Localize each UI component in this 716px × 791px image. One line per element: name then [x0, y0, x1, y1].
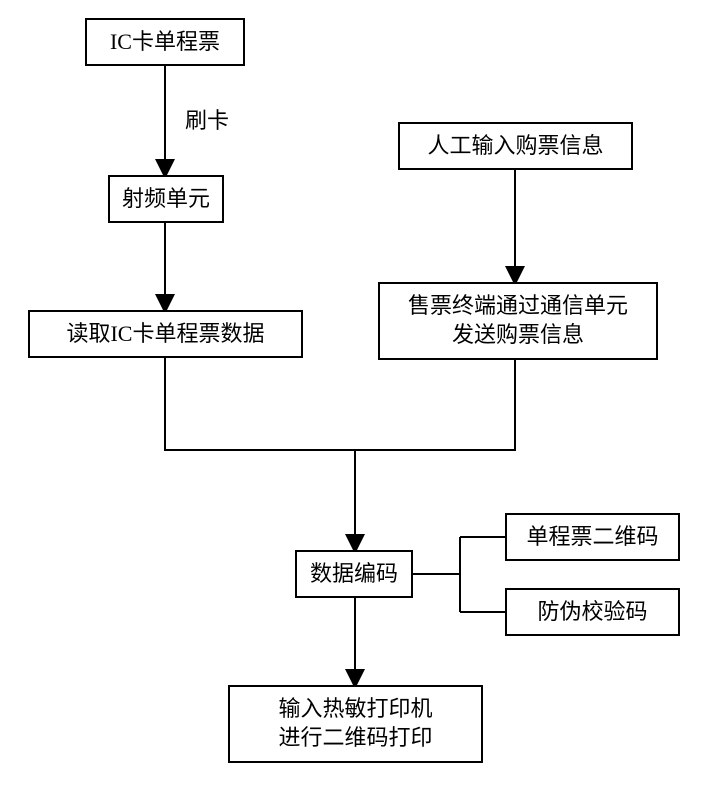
flowchart-canvas: IC卡单程票 射频单元 读取IC卡单程票数据 人工输入购票信息 售票终端通过通信… [0, 0, 716, 791]
node-rf-unit: 射频单元 [108, 175, 224, 223]
node-ic-card: IC卡单程票 [85, 18, 245, 66]
node-manual-input: 人工输入购票信息 [398, 122, 633, 170]
edge-label-swipe: 刷卡 [185, 103, 229, 135]
node-data-encode: 数据编码 [295, 550, 413, 598]
node-terminal-send: 售票终端通过通信单元发送购票信息 [378, 282, 658, 360]
node-verify-code: 防伪校验码 [505, 588, 680, 636]
edges-layer [0, 0, 716, 791]
node-printer: 输入热敏打印机进行二维码打印 [228, 685, 483, 763]
node-read-ic: 读取IC卡单程票数据 [28, 310, 303, 358]
node-qr-code: 单程票二维码 [505, 513, 680, 561]
